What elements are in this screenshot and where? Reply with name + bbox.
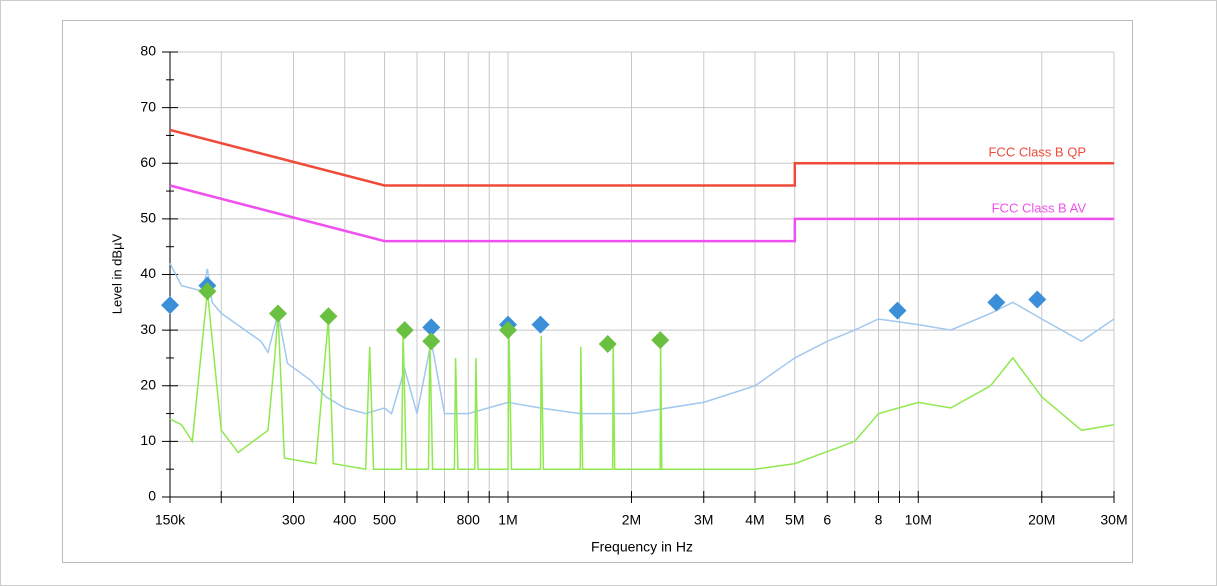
y-axis-title: Level in dBµV xyxy=(109,233,124,314)
x-tick-label: 150k xyxy=(155,512,186,528)
x-tick-label: 20M xyxy=(1028,512,1055,528)
y-tick-label: 30 xyxy=(140,321,156,337)
marker xyxy=(422,332,441,351)
x-tick-label: 300 xyxy=(282,512,306,528)
y-tick-label: 50 xyxy=(140,210,156,226)
x-tick-label: 10M xyxy=(905,512,932,528)
chart-panel xyxy=(62,20,1133,563)
marker xyxy=(395,321,414,340)
marker xyxy=(422,318,441,337)
marker xyxy=(531,315,550,334)
x-axis-title: Frequency in Hz xyxy=(591,539,693,555)
marker xyxy=(161,296,179,315)
y-tick-label: 60 xyxy=(140,154,156,170)
marker xyxy=(499,321,518,340)
x-tick-label: 30M xyxy=(1100,512,1127,528)
data-line xyxy=(169,128,1114,187)
y-tick-label: 20 xyxy=(140,376,156,392)
x-tick-label: 2M xyxy=(622,512,641,528)
y-tick-label: 40 xyxy=(140,265,156,281)
data-line xyxy=(169,263,1115,415)
x-tick-label: 5M xyxy=(785,512,804,528)
x-tick-label: 4M xyxy=(745,512,764,528)
x-tick-label: 500 xyxy=(373,512,397,528)
marker xyxy=(1028,290,1047,309)
marker xyxy=(268,304,287,323)
marker xyxy=(598,335,617,354)
marker xyxy=(651,331,670,350)
marker xyxy=(319,307,338,326)
series-label: FCC Class B QP xyxy=(988,145,1086,160)
x-tick-label: 400 xyxy=(333,512,357,528)
x-tick-label: 1M xyxy=(498,512,517,528)
marker xyxy=(888,301,907,320)
y-tick-label: 80 xyxy=(140,43,156,59)
y-tick-label: 70 xyxy=(140,98,156,114)
x-tick-label: 8 xyxy=(875,512,883,528)
x-tick-label: 3M xyxy=(694,512,713,528)
marker xyxy=(198,282,217,301)
x-tick-label: 800 xyxy=(457,512,481,528)
marker xyxy=(987,293,1006,312)
x-tick-label: 6 xyxy=(823,512,831,528)
y-tick-label: 10 xyxy=(140,432,156,448)
series-label: FCC Class B AV xyxy=(992,200,1087,215)
y-tick-label: 0 xyxy=(148,488,156,504)
data-line xyxy=(169,291,1115,471)
data-line xyxy=(169,184,1114,243)
